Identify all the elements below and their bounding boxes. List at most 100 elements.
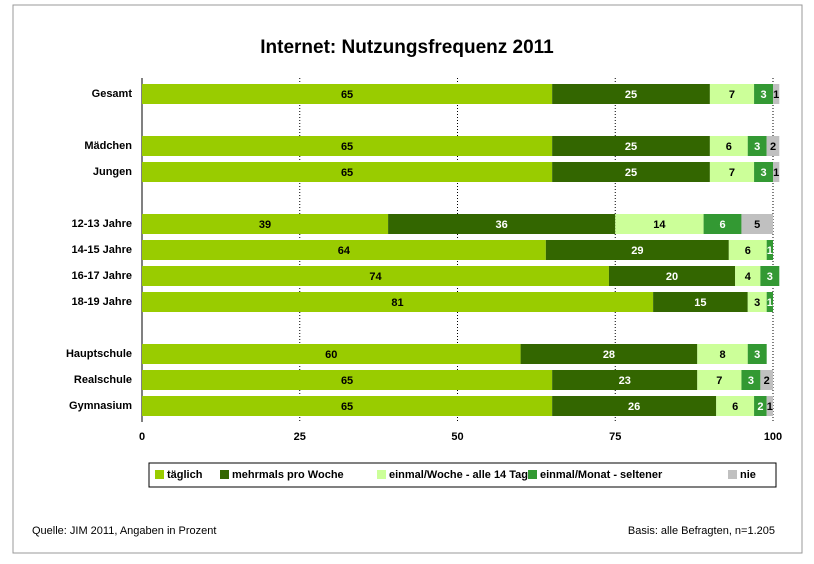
data-label: 64 xyxy=(338,245,351,257)
bar-segment xyxy=(747,136,767,156)
bar-segment xyxy=(697,344,748,364)
data-label: 36 xyxy=(496,219,508,231)
chart-title: Internet: Nutzungsfrequenz 2011 xyxy=(260,37,554,58)
data-label: 3 xyxy=(767,271,773,283)
bar-segment xyxy=(741,370,761,390)
bar-segment xyxy=(142,136,553,156)
bar-segment xyxy=(747,292,767,312)
data-label: 7 xyxy=(729,89,735,101)
bar-segment xyxy=(709,136,748,156)
bar-segment xyxy=(741,214,773,234)
source: Quelle: JIM 2011, Angaben in Prozent xyxy=(32,525,216,537)
bar-segment xyxy=(142,370,553,390)
y-tick-label: Realschule xyxy=(74,374,132,386)
y-tick-label: Gesamt xyxy=(92,88,133,100)
data-label: 2 xyxy=(757,401,763,413)
x-tick-label: 0 xyxy=(139,431,145,443)
legend-label: täglich xyxy=(167,469,203,481)
bar-segment xyxy=(766,136,780,156)
bar-segment xyxy=(735,266,761,286)
data-label: 3 xyxy=(760,89,766,101)
bar-segment xyxy=(747,344,767,364)
bar-segment xyxy=(754,84,773,104)
data-label: 3 xyxy=(760,167,766,179)
data-label: 25 xyxy=(625,141,637,153)
bar-segment xyxy=(615,214,704,234)
bar-segment xyxy=(142,162,553,182)
data-label: 2 xyxy=(770,141,776,153)
bar-segment xyxy=(703,214,742,234)
y-tick-label: Gymnasium xyxy=(69,400,132,412)
bar-segment xyxy=(760,266,780,286)
data-label: 8 xyxy=(719,349,725,361)
data-label: 6 xyxy=(719,219,725,231)
data-label: 25 xyxy=(625,167,637,179)
bar-segment xyxy=(552,162,710,182)
data-label: 26 xyxy=(628,401,640,413)
bar-segment xyxy=(728,240,767,260)
y-tick-label: 12-13 Jahre xyxy=(71,218,132,230)
bar-segment xyxy=(142,396,553,416)
bar-segment xyxy=(142,240,546,260)
data-label: 7 xyxy=(729,167,735,179)
data-label: 5 xyxy=(754,219,760,231)
data-label: 6 xyxy=(732,401,738,413)
bar-segment xyxy=(766,240,773,260)
data-label: 65 xyxy=(341,375,353,387)
y-tick-label: Jungen xyxy=(93,166,132,178)
data-label: 3 xyxy=(748,375,754,387)
x-tick-label: 75 xyxy=(609,431,621,443)
note: Basis: alle Befragten, n=1.205 xyxy=(628,525,775,537)
bar-segment xyxy=(552,136,710,156)
bar-segment xyxy=(754,162,773,182)
data-label: 15 xyxy=(694,297,706,309)
bar-segment xyxy=(520,344,698,364)
data-label: 1 xyxy=(767,401,773,413)
legend-swatch xyxy=(728,470,737,479)
data-label: 4 xyxy=(745,271,752,283)
data-label: 81 xyxy=(391,297,403,309)
bar-segment xyxy=(552,370,698,390)
y-tick-label: 16-17 Jahre xyxy=(71,270,132,282)
legend-label: einmal/Monat - seltener xyxy=(540,469,663,481)
data-label: 3 xyxy=(754,297,760,309)
data-label: 1 xyxy=(767,297,773,309)
data-label: 65 xyxy=(341,89,353,101)
bar-segment xyxy=(552,84,710,104)
data-label: 39 xyxy=(259,219,271,231)
data-label: 60 xyxy=(325,349,337,361)
legend-swatch xyxy=(220,470,229,479)
data-label: 65 xyxy=(341,167,353,179)
bar-segment xyxy=(653,292,748,312)
data-label: 6 xyxy=(745,245,751,257)
bar-segment xyxy=(545,240,729,260)
data-label: 2 xyxy=(764,375,770,387)
bar-segment xyxy=(142,84,553,104)
data-label: 6 xyxy=(726,141,732,153)
legend-label: nie xyxy=(740,469,756,481)
bar-segment xyxy=(552,396,717,416)
x-tick-label: 50 xyxy=(451,431,463,443)
x-tick-label: 25 xyxy=(294,431,306,443)
data-label: 28 xyxy=(603,349,615,361)
data-label: 3 xyxy=(754,349,760,361)
legend-box xyxy=(148,462,777,488)
bar-segment xyxy=(142,214,389,234)
legend-swatch xyxy=(155,470,164,479)
bar-segment xyxy=(142,292,654,312)
data-label: 7 xyxy=(716,375,722,387)
bar-segment xyxy=(388,214,616,234)
data-label: 65 xyxy=(341,401,353,413)
x-tick-label: 100 xyxy=(764,431,782,443)
bar-segment xyxy=(760,370,773,390)
data-label: 23 xyxy=(619,375,631,387)
legend-label: einmal/Woche - alle 14 Tage xyxy=(389,469,534,481)
data-label: 1 xyxy=(773,89,779,101)
bar-segment xyxy=(697,370,742,390)
bar-segment xyxy=(773,162,780,182)
y-tick-label: 14-15 Jahre xyxy=(71,244,132,256)
y-tick-label: 18-19 Jahre xyxy=(71,296,132,308)
bar-segment xyxy=(709,84,755,104)
bar-segment xyxy=(142,266,609,286)
